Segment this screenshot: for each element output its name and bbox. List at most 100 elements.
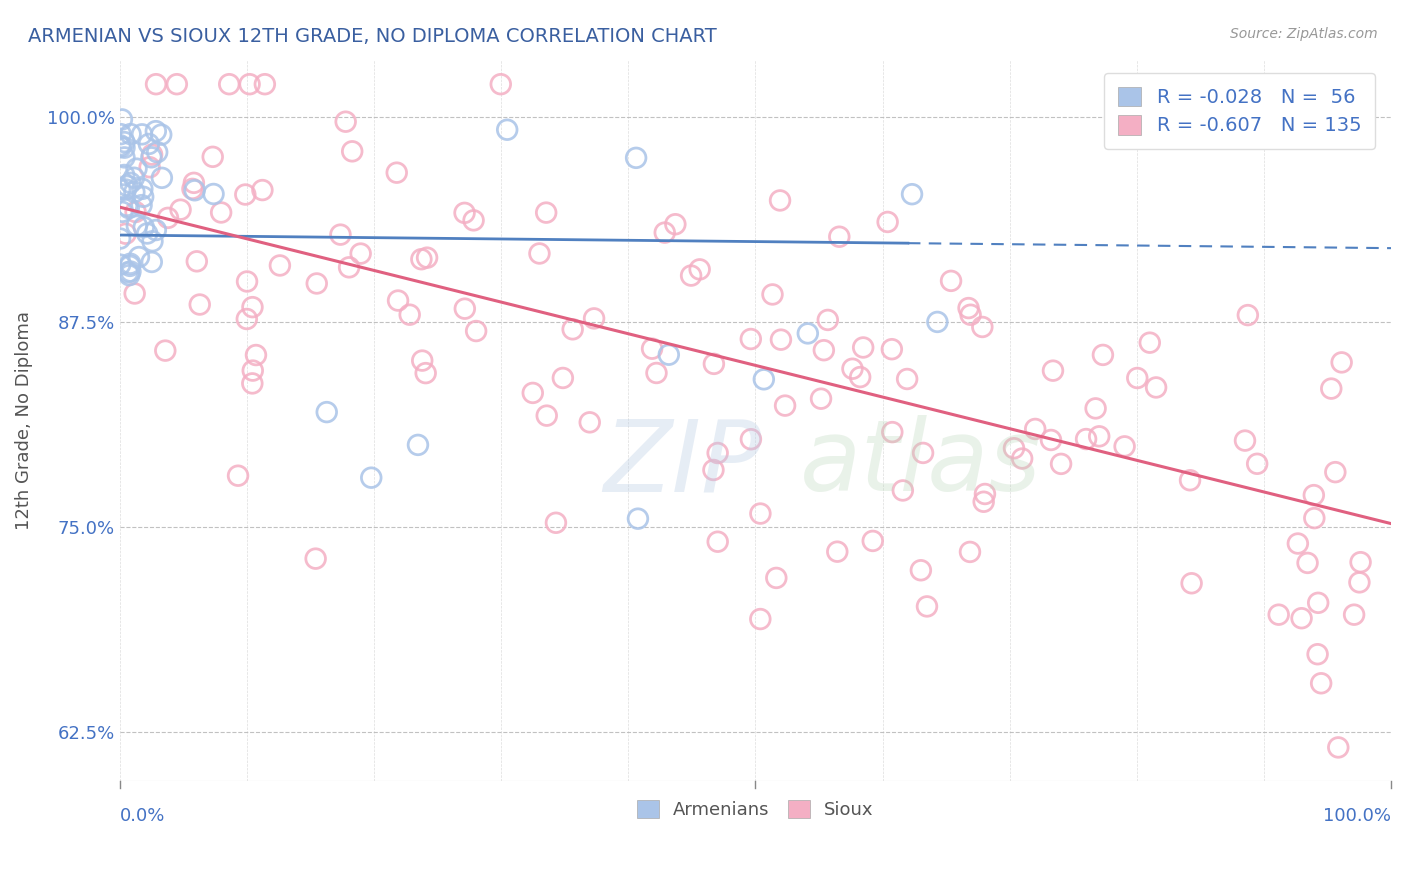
Point [1310, 676, 1333, 690]
Point [411, 353, 433, 368]
Point [551, 371, 574, 385]
Point [681, 268, 703, 283]
Point [627, 511, 650, 525]
Point [749, 612, 772, 626]
Point [136, 227, 159, 241]
Point [138, 161, 160, 175]
Point [315, 405, 337, 419]
Point [1320, 382, 1343, 396]
Point [150, 128, 173, 142]
Point [146, 145, 169, 160]
Point [166, 77, 188, 91]
Point [1114, 439, 1136, 453]
Point [529, 246, 551, 260]
Point [112, 135, 135, 149]
Point [236, 275, 259, 289]
Point [645, 366, 668, 380]
Point [765, 571, 787, 585]
Point [188, 297, 211, 311]
Point [862, 533, 884, 548]
Point [183, 183, 205, 197]
Point [110, 127, 132, 141]
Point [752, 372, 775, 386]
Point [706, 446, 728, 460]
Point [416, 251, 439, 265]
Point [114, 141, 136, 155]
Point [624, 151, 647, 165]
Point [125, 161, 148, 176]
Point [186, 254, 208, 268]
Point [120, 264, 142, 278]
Point [1181, 576, 1204, 591]
Point [398, 308, 420, 322]
Point [1286, 536, 1309, 550]
Point [453, 206, 475, 220]
Text: atlas: atlas [800, 415, 1042, 512]
Point [706, 534, 728, 549]
Point [1308, 596, 1330, 610]
Point [912, 446, 935, 460]
Point [703, 357, 725, 371]
Text: ZIP: ZIP [603, 415, 761, 512]
Point [974, 487, 997, 501]
Point [1306, 647, 1329, 661]
Point [124, 205, 146, 219]
Point [1303, 511, 1326, 525]
Point [740, 332, 762, 346]
Point [201, 150, 224, 164]
Point [749, 507, 772, 521]
Point [120, 176, 142, 190]
Point [141, 147, 163, 161]
Point [689, 262, 711, 277]
Point [769, 333, 792, 347]
Point [108, 182, 131, 196]
Point [852, 341, 875, 355]
Point [406, 438, 429, 452]
Point [536, 409, 558, 423]
Point [1237, 308, 1260, 322]
Point [226, 468, 249, 483]
Point [849, 370, 872, 384]
Point [583, 311, 606, 326]
Point [797, 326, 820, 341]
Point [1233, 434, 1256, 448]
Point [896, 372, 918, 386]
Point [1084, 401, 1107, 416]
Point [415, 366, 437, 380]
Point [150, 170, 173, 185]
Point [489, 77, 512, 91]
Point [1002, 441, 1025, 455]
Text: 0.0%: 0.0% [120, 806, 165, 825]
Point [578, 415, 600, 429]
Point [128, 250, 150, 264]
Point [169, 202, 191, 217]
Point [141, 255, 163, 269]
Point [957, 301, 980, 315]
Point [973, 495, 995, 509]
Point [654, 226, 676, 240]
Point [385, 166, 408, 180]
Point [465, 324, 488, 338]
Point [1302, 488, 1324, 502]
Point [118, 259, 141, 273]
Point [1348, 575, 1371, 590]
Point [117, 265, 139, 279]
Point [335, 114, 357, 128]
Point [1011, 451, 1033, 466]
Point [740, 432, 762, 446]
Point [240, 376, 263, 391]
Point [522, 385, 544, 400]
Point [1324, 465, 1347, 479]
Point [132, 190, 155, 204]
Point [108, 138, 131, 153]
Point [360, 471, 382, 485]
Point [927, 315, 949, 329]
Point [124, 185, 146, 199]
Point [1330, 355, 1353, 369]
Point [181, 182, 204, 196]
Text: Source: ZipAtlas.com: Source: ZipAtlas.com [1230, 27, 1378, 41]
Point [658, 348, 681, 362]
Point [245, 348, 267, 362]
Point [202, 186, 225, 201]
Point [1139, 335, 1161, 350]
